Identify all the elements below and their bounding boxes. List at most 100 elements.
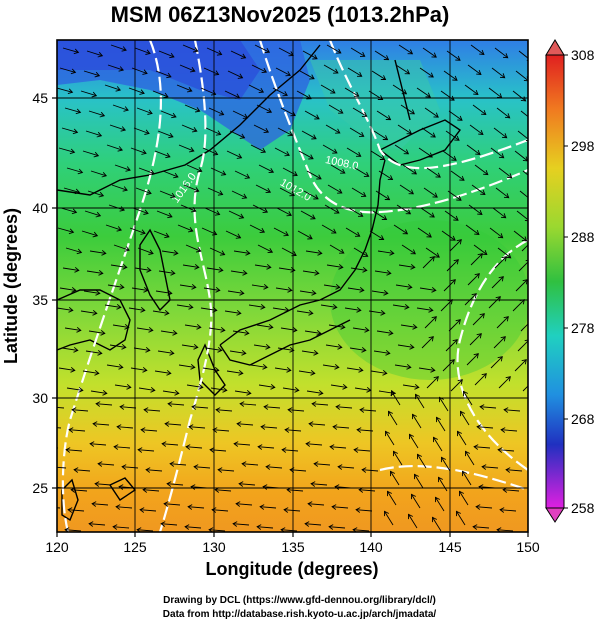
streamline-segment xyxy=(473,244,488,255)
streamline-segment xyxy=(281,529,298,532)
x-axis-title: Longitude (degrees) xyxy=(205,559,378,579)
streamline-segment xyxy=(357,429,374,432)
streamline-segment xyxy=(470,253,483,266)
streamline-segment xyxy=(390,471,400,486)
streamline-arrowhead xyxy=(188,227,194,233)
streamline-segment xyxy=(312,403,329,406)
streamline-segment xyxy=(347,287,364,291)
streamline-segment xyxy=(188,506,205,509)
streamline-arrowhead xyxy=(94,369,100,376)
streamline-arrowhead xyxy=(314,269,320,276)
streamline-arrowhead xyxy=(101,172,108,178)
streamline-segment xyxy=(517,130,528,140)
streamline-arrowhead xyxy=(306,94,312,100)
streamline-arrowhead xyxy=(263,404,269,410)
streamline-arrowhead xyxy=(330,88,336,94)
streamline-arrowhead xyxy=(337,343,343,350)
streamline-segment xyxy=(61,127,78,133)
streamline-segment xyxy=(65,529,82,532)
streamline-segment xyxy=(469,124,484,135)
streamline-segment xyxy=(281,247,297,256)
streamline-arrowhead xyxy=(76,248,83,255)
streamline-segment xyxy=(181,124,197,132)
streamline-arrowhead xyxy=(212,427,218,433)
streamline-segment xyxy=(133,127,150,134)
streamline-segment xyxy=(107,284,124,288)
streamline-arrowhead xyxy=(335,404,341,410)
streamline-arrowhead xyxy=(169,349,175,356)
streamline-arrowhead xyxy=(331,504,337,510)
streamline-arrowhead xyxy=(417,453,422,460)
streamline-arrowhead xyxy=(242,269,248,276)
streamline-arrowhead xyxy=(404,69,411,75)
streamline-arrowhead xyxy=(284,151,290,157)
colorbar-tick-label: 308 xyxy=(571,47,595,63)
streamline-segment xyxy=(480,406,497,409)
streamline-arrowhead xyxy=(48,405,52,410)
streamline-segment xyxy=(182,264,199,268)
streamline-segment xyxy=(133,347,150,351)
streamline-arrowhead xyxy=(117,146,123,152)
streamline-arrowhead xyxy=(70,68,77,75)
streamline-segment xyxy=(260,506,277,509)
streamline-segment xyxy=(300,210,316,220)
streamline-arrowhead xyxy=(258,87,265,94)
streamline-segment xyxy=(161,250,178,254)
streamline-arrowhead xyxy=(92,231,99,238)
streamline-arrowhead xyxy=(380,309,386,316)
streamline-arrowhead xyxy=(118,66,125,72)
streamline-segment xyxy=(393,451,403,466)
streamline-arrowhead xyxy=(357,71,363,77)
streamline-segment xyxy=(62,267,79,271)
streamline-arrowhead xyxy=(98,269,104,276)
streamline-arrowhead xyxy=(311,289,317,296)
streamline-segment xyxy=(457,431,467,446)
streamline-arrowhead xyxy=(499,73,506,79)
streamline-segment xyxy=(440,90,455,101)
streamline-segment xyxy=(132,207,149,214)
streamline-segment xyxy=(450,170,465,181)
streamline-segment xyxy=(112,104,129,111)
streamline-segment xyxy=(376,110,391,120)
streamline-arrowhead xyxy=(426,232,432,238)
streamline-segment xyxy=(275,67,291,76)
streamline-segment xyxy=(177,224,193,232)
streamline-segment xyxy=(301,130,317,140)
streamline-segment xyxy=(224,310,241,314)
streamline-segment xyxy=(448,319,461,332)
streamline-segment xyxy=(474,373,487,386)
streamline-arrowhead xyxy=(318,389,324,396)
streamline-arrowhead xyxy=(195,107,201,113)
streamline-segment xyxy=(306,170,322,180)
streamline-segment xyxy=(409,434,419,449)
streamline-segment xyxy=(466,353,479,366)
streamline-segment xyxy=(520,323,528,332)
streamline-arrowhead xyxy=(171,112,177,119)
streamline-segment xyxy=(114,384,131,388)
streamline-segment xyxy=(66,167,83,173)
streamline-arrowhead xyxy=(126,383,132,390)
streamline-segment xyxy=(394,364,411,368)
streamline-arrowhead xyxy=(118,484,124,490)
streamline-arrowhead xyxy=(462,470,467,477)
streamline-segment xyxy=(464,293,477,306)
streamline-arrowhead xyxy=(261,67,268,74)
streamline-arrowhead xyxy=(75,108,82,115)
y-tick-label: 40 xyxy=(32,200,48,216)
y-tick-label: 25 xyxy=(32,480,48,496)
streamline-arrowhead xyxy=(391,390,396,397)
streamline-arrowhead xyxy=(309,74,315,80)
streamline-segment xyxy=(170,463,187,466)
streamline-segment xyxy=(114,446,131,449)
streamline-arrowhead xyxy=(119,404,125,410)
streamline-segment xyxy=(441,457,451,472)
streamline-segment xyxy=(57,307,73,311)
streamline-segment xyxy=(274,367,291,371)
streamline-arrowhead xyxy=(408,513,413,520)
streamline-arrowhead xyxy=(457,115,463,121)
streamline-arrowhead xyxy=(499,507,505,513)
streamline-segment xyxy=(266,466,283,469)
streamline-arrowhead xyxy=(356,427,362,433)
streamline-arrowhead xyxy=(217,190,224,196)
streamline-arrowhead xyxy=(123,106,129,112)
